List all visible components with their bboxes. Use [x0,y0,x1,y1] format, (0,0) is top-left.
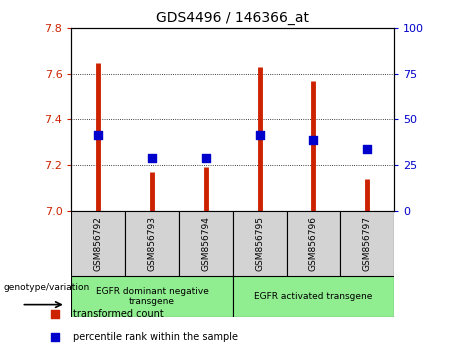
Text: percentile rank within the sample: percentile rank within the sample [72,332,237,342]
Text: GSM856793: GSM856793 [148,216,157,271]
Text: GSM856797: GSM856797 [363,216,372,271]
Text: GSM856792: GSM856792 [94,216,103,271]
Bar [233,276,394,317]
Point [256,133,263,138]
Point [95,133,102,138]
Bar [287,211,340,276]
Point [52,334,59,339]
Point [202,155,210,161]
Bar [233,211,287,276]
Text: GSM856795: GSM856795 [255,216,264,271]
Point [52,311,59,316]
Text: GSM856794: GSM856794 [201,216,210,271]
Text: genotype/variation: genotype/variation [4,283,90,292]
Point [364,146,371,152]
Bar [71,276,233,317]
Text: transformed count: transformed count [72,309,163,319]
Text: EGFR activated transgene: EGFR activated transgene [254,292,372,301]
Bar [179,211,233,276]
Text: GSM856796: GSM856796 [309,216,318,271]
Title: GDS4496 / 146366_at: GDS4496 / 146366_at [156,11,309,24]
Point [310,137,317,143]
Bar [71,211,125,276]
Text: EGFR dominant negative
transgene: EGFR dominant negative transgene [96,287,208,306]
Bar [125,211,179,276]
Point [148,155,156,161]
Bar [340,211,394,276]
